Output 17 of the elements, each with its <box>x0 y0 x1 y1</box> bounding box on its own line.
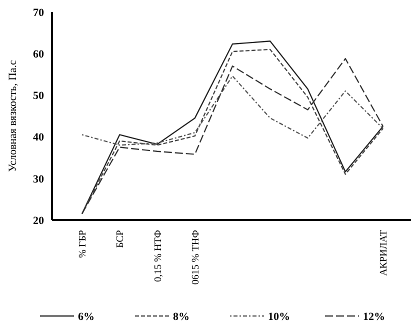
x-tick-label: 0,15 % НТФ <box>152 230 164 282</box>
legend-label: 6% <box>78 310 94 323</box>
x-tick-label: БСР <box>115 230 126 248</box>
line-series <box>81 75 384 146</box>
x-tick-label: % ГБР <box>78 230 88 258</box>
y-tick-label: 30 <box>33 173 44 186</box>
legend-label: 8% <box>173 310 190 323</box>
y-axis-title: Условная вязкость, Па.с <box>7 60 19 172</box>
legend-label: 10% <box>268 310 290 323</box>
y-tick-label: 70 <box>33 6 44 19</box>
x-tick-label: АКРИЛАТ <box>378 230 390 276</box>
legend-label: 12% <box>363 310 385 323</box>
x-tick-label: 0615 % ТНФ <box>190 230 202 285</box>
y-tick-label: 40 <box>33 132 44 144</box>
y-tick-label: 20 <box>33 214 44 227</box>
y-tick-label: 50 <box>33 90 44 102</box>
y-tick-label: 60 <box>33 48 44 60</box>
